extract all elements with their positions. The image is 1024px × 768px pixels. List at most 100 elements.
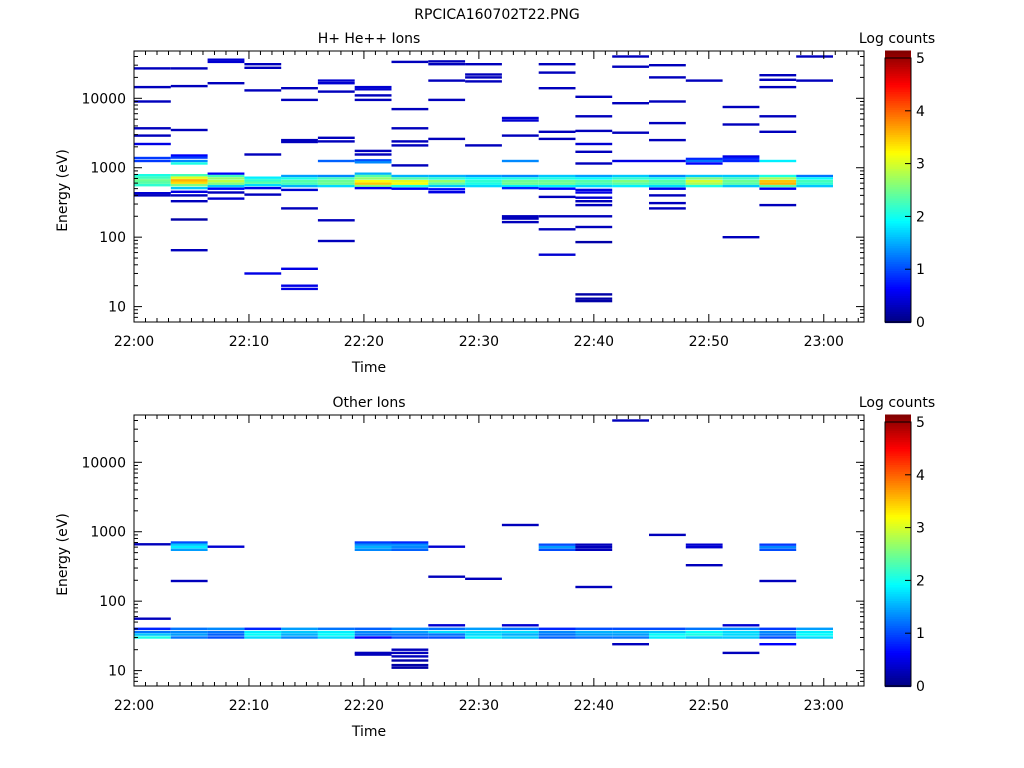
colorbar-segment <box>885 627 911 631</box>
colorbar-segment <box>885 55 911 58</box>
heatmap-cell <box>428 60 466 63</box>
heatmap-cell <box>207 636 245 639</box>
colorbar-segment <box>885 600 911 604</box>
colorbar-segment <box>885 283 911 287</box>
colorbar-segment <box>885 184 911 188</box>
colorbar-segment <box>885 306 911 310</box>
colorbar-segment <box>885 439 911 443</box>
colorbar-segment <box>885 256 911 260</box>
heatmap-cell <box>207 172 245 175</box>
heatmap-cell <box>538 543 576 546</box>
heatmap-cell <box>538 548 576 551</box>
colorbar-segment <box>885 561 911 565</box>
colorbar-segment <box>885 638 911 642</box>
heatmap-cell <box>501 523 539 527</box>
colorbar-segment <box>885 514 911 518</box>
colorbar-segment <box>885 79 911 83</box>
y-axis-label: Energy (eV) <box>55 513 71 596</box>
heatmap-cell <box>575 174 613 178</box>
heatmap-cell <box>465 630 502 634</box>
colorbar-segment <box>885 448 911 452</box>
heatmap-cell <box>317 636 355 639</box>
heatmap-cell <box>170 156 208 159</box>
colorbar-segment <box>885 77 911 81</box>
heatmap-cell <box>391 184 429 188</box>
heatmap-cell <box>612 131 649 134</box>
heatmap-cell <box>722 630 760 634</box>
colorbar-segment <box>885 462 911 465</box>
heatmap-cell <box>538 253 576 256</box>
heatmap-cell <box>134 179 171 182</box>
heatmap-cell <box>575 297 613 300</box>
heatmap-cell <box>612 419 649 422</box>
colorbar-segment <box>885 150 911 154</box>
colorbar-segment <box>885 66 911 70</box>
colorbar-segment <box>885 220 911 224</box>
panel-1: 22:00 22:10 22:20 22:30 22:40 22:50 23:00 Time 1… <box>55 31 935 376</box>
panel-title: Other Ions <box>332 395 405 411</box>
heatmap-cell <box>796 174 833 178</box>
colorbar-segment <box>885 670 911 674</box>
colorbar-segment <box>885 107 911 111</box>
heatmap-cell <box>170 249 208 252</box>
y-tick-label: 10 <box>108 664 126 680</box>
heatmap-cell <box>612 177 649 180</box>
heatmap-cell <box>575 191 613 194</box>
heatmap-cell <box>722 651 760 655</box>
colorbar-segment <box>885 464 911 468</box>
colorbar-segment <box>885 604 911 608</box>
colorbar-segment <box>885 147 911 151</box>
colorbar-segment <box>885 136 911 140</box>
heatmap-cell <box>685 157 723 161</box>
heatmap-cell <box>759 78 797 81</box>
colorbar-frame <box>884 57 912 323</box>
heatmap-cell <box>428 98 466 102</box>
colorbar-segment <box>885 548 911 552</box>
heatmap-cell <box>722 182 760 185</box>
heatmap-cell <box>391 60 429 64</box>
colorbar-tick-label: 0 <box>916 679 925 695</box>
heatmap-cell <box>428 180 466 183</box>
colorbar-segment <box>885 268 911 271</box>
heatmap-cell <box>428 636 466 639</box>
heatmap-cell <box>465 73 502 76</box>
heatmap-cell <box>501 624 539 627</box>
colorbar-segment <box>885 191 911 194</box>
colorbar-segment <box>885 109 911 113</box>
heatmap-cell <box>244 627 282 630</box>
colorbar-segment <box>885 263 911 267</box>
heatmap-cell <box>134 192 171 195</box>
heatmap-cell <box>759 630 797 634</box>
heatmap-cell <box>281 287 318 291</box>
heatmap-cell <box>281 180 318 183</box>
heatmap-cell <box>649 633 686 636</box>
colorbar-segment <box>885 95 911 99</box>
colorbar-segment <box>885 274 911 278</box>
colorbar-tick-label: 4 <box>916 104 925 120</box>
colorbar-segment <box>885 446 911 450</box>
heatmap-cell <box>649 159 686 163</box>
heatmap-cell <box>538 71 576 74</box>
colorbar-segment <box>885 511 911 515</box>
heatmap-cell <box>207 627 245 630</box>
heatmap-cell <box>428 174 466 178</box>
heatmap-cell <box>685 564 723 567</box>
colorbar-segment <box>885 543 911 547</box>
heatmap-cell <box>354 180 392 183</box>
heatmap-cell <box>612 102 649 105</box>
heatmap-cell <box>759 643 797 646</box>
colorbar-segment <box>885 482 911 486</box>
colorbar-segment <box>885 453 911 456</box>
heatmap-cell <box>575 95 613 98</box>
heatmap-cell <box>317 136 355 139</box>
colorbar-segment <box>885 527 911 531</box>
heatmap-cell <box>685 636 723 639</box>
colorbar-segment <box>885 111 911 115</box>
colorbar-segment <box>885 215 911 219</box>
colorbar-segment <box>885 589 911 592</box>
colorbar-segment <box>885 295 911 299</box>
heatmap-cells <box>134 419 833 669</box>
colorbar-segment <box>885 525 911 529</box>
heatmap-cell <box>501 180 539 183</box>
heatmap-cell <box>501 177 539 180</box>
